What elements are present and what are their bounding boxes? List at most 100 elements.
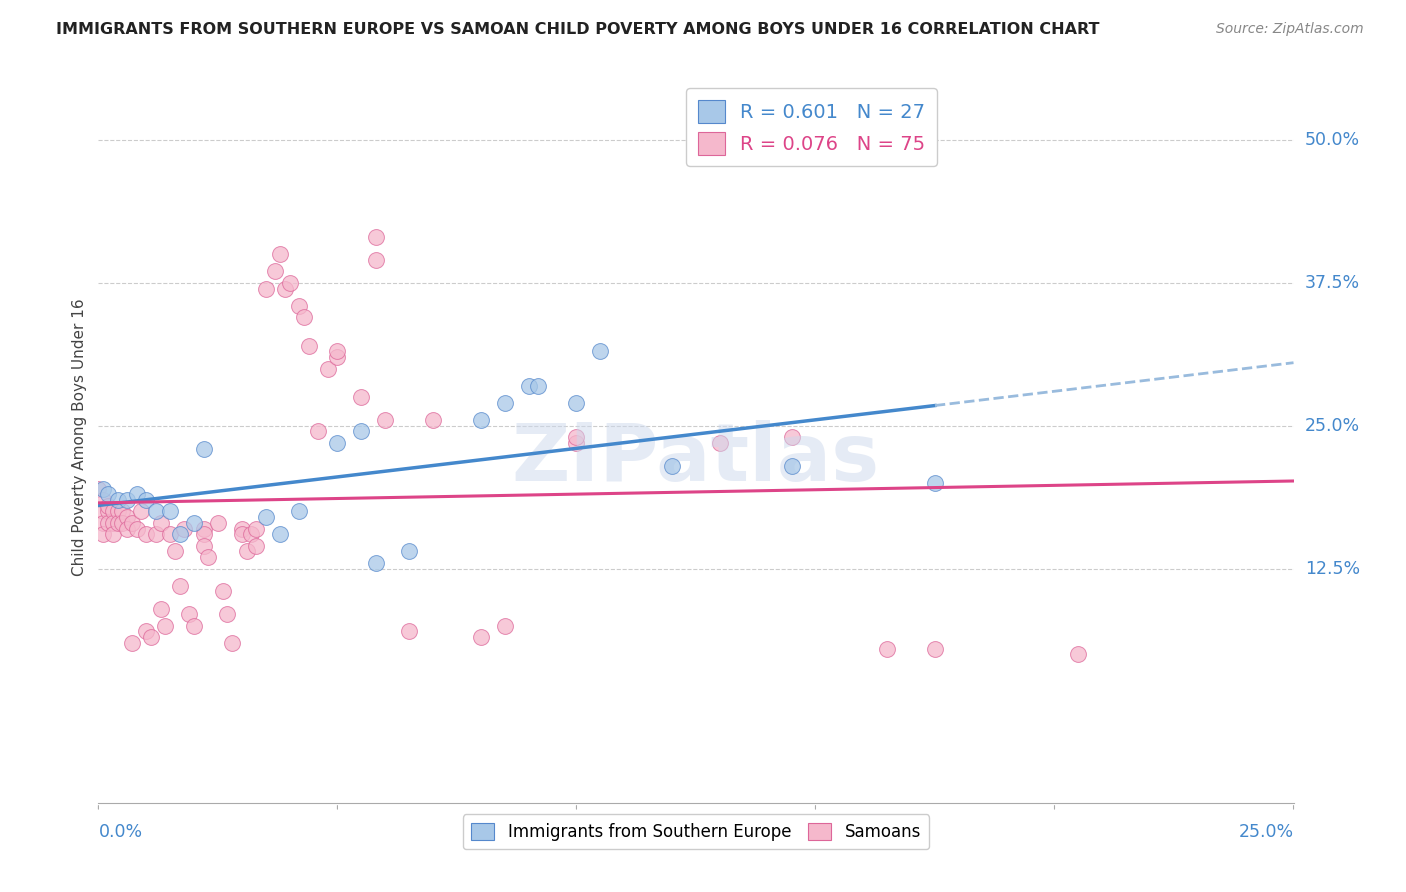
Point bbox=[876, 641, 898, 656]
Point bbox=[288, 299, 311, 313]
Point bbox=[107, 516, 129, 530]
Point bbox=[131, 504, 153, 518]
Text: 37.5%: 37.5% bbox=[1305, 274, 1360, 292]
Point bbox=[709, 435, 731, 450]
Text: 50.0%: 50.0% bbox=[1305, 131, 1360, 149]
Point bbox=[221, 636, 243, 650]
Point bbox=[364, 252, 387, 267]
Point bbox=[245, 521, 267, 535]
Point bbox=[145, 527, 167, 541]
Text: 25.0%: 25.0% bbox=[1305, 417, 1360, 434]
Point bbox=[278, 276, 301, 290]
Point bbox=[179, 607, 201, 622]
Point bbox=[565, 435, 588, 450]
Point bbox=[364, 556, 387, 570]
Point bbox=[149, 601, 172, 615]
Point bbox=[135, 527, 157, 541]
Point bbox=[107, 492, 129, 507]
Point bbox=[135, 624, 157, 639]
Point bbox=[565, 396, 588, 410]
Point bbox=[97, 499, 120, 513]
Point bbox=[101, 516, 124, 530]
Point bbox=[183, 618, 205, 632]
Point bbox=[780, 458, 803, 473]
Point bbox=[264, 264, 287, 278]
Legend: Immigrants from Southern Europe, Samoans: Immigrants from Southern Europe, Samoans bbox=[463, 814, 929, 849]
Point bbox=[91, 492, 114, 507]
Point bbox=[107, 504, 129, 518]
Point bbox=[193, 442, 215, 456]
Point bbox=[231, 521, 253, 535]
Point bbox=[101, 527, 124, 541]
Point bbox=[307, 425, 329, 439]
Point bbox=[169, 527, 191, 541]
Point bbox=[149, 516, 172, 530]
Point bbox=[350, 390, 373, 404]
Point bbox=[254, 510, 277, 524]
Point bbox=[494, 396, 516, 410]
Point bbox=[288, 504, 311, 518]
Point bbox=[364, 230, 387, 244]
Point bbox=[159, 504, 181, 518]
Point bbox=[91, 504, 114, 518]
Point bbox=[197, 550, 219, 565]
Point bbox=[97, 504, 120, 518]
Point bbox=[155, 618, 177, 632]
Point bbox=[193, 521, 215, 535]
Point bbox=[292, 310, 315, 324]
Point bbox=[163, 544, 186, 558]
Point bbox=[254, 281, 277, 295]
Point bbox=[398, 624, 420, 639]
Point bbox=[139, 630, 162, 644]
Point bbox=[121, 516, 143, 530]
Text: IMMIGRANTS FROM SOUTHERN EUROPE VS SAMOAN CHILD POVERTY AMONG BOYS UNDER 16 CORR: IMMIGRANTS FROM SOUTHERN EUROPE VS SAMOA… bbox=[56, 22, 1099, 37]
Point bbox=[326, 344, 349, 359]
Point bbox=[398, 544, 420, 558]
Text: 25.0%: 25.0% bbox=[1239, 823, 1294, 841]
Point bbox=[661, 458, 683, 473]
Point bbox=[97, 487, 120, 501]
Point bbox=[240, 527, 263, 541]
Point bbox=[924, 641, 946, 656]
Point bbox=[470, 630, 492, 644]
Point bbox=[135, 492, 157, 507]
Point bbox=[374, 413, 396, 427]
Point bbox=[517, 378, 540, 392]
Point bbox=[589, 344, 612, 359]
Point bbox=[125, 521, 148, 535]
Point bbox=[274, 281, 297, 295]
Point bbox=[269, 247, 291, 261]
Point bbox=[235, 544, 257, 558]
Point bbox=[217, 607, 239, 622]
Point bbox=[211, 584, 233, 599]
Point bbox=[121, 636, 143, 650]
Text: Source: ZipAtlas.com: Source: ZipAtlas.com bbox=[1216, 22, 1364, 37]
Point bbox=[350, 425, 373, 439]
Point bbox=[145, 504, 167, 518]
Point bbox=[173, 521, 195, 535]
Text: 12.5%: 12.5% bbox=[1305, 559, 1360, 577]
Point bbox=[115, 492, 138, 507]
Point bbox=[207, 516, 229, 530]
Point bbox=[91, 516, 114, 530]
Point bbox=[422, 413, 444, 427]
Point bbox=[91, 482, 114, 496]
Point bbox=[169, 579, 191, 593]
Text: ZIPatlas: ZIPatlas bbox=[512, 420, 880, 498]
Point bbox=[780, 430, 803, 444]
Point bbox=[1067, 647, 1090, 661]
Point bbox=[470, 413, 492, 427]
Text: 0.0%: 0.0% bbox=[98, 823, 142, 841]
Point bbox=[298, 338, 321, 352]
Point bbox=[316, 361, 339, 376]
Point bbox=[183, 516, 205, 530]
Point bbox=[115, 510, 138, 524]
Point bbox=[159, 527, 181, 541]
Point bbox=[924, 475, 946, 490]
Point bbox=[245, 539, 267, 553]
Point bbox=[565, 430, 588, 444]
Point bbox=[101, 504, 124, 518]
Point bbox=[111, 516, 134, 530]
Point bbox=[87, 482, 110, 496]
Point bbox=[527, 378, 550, 392]
